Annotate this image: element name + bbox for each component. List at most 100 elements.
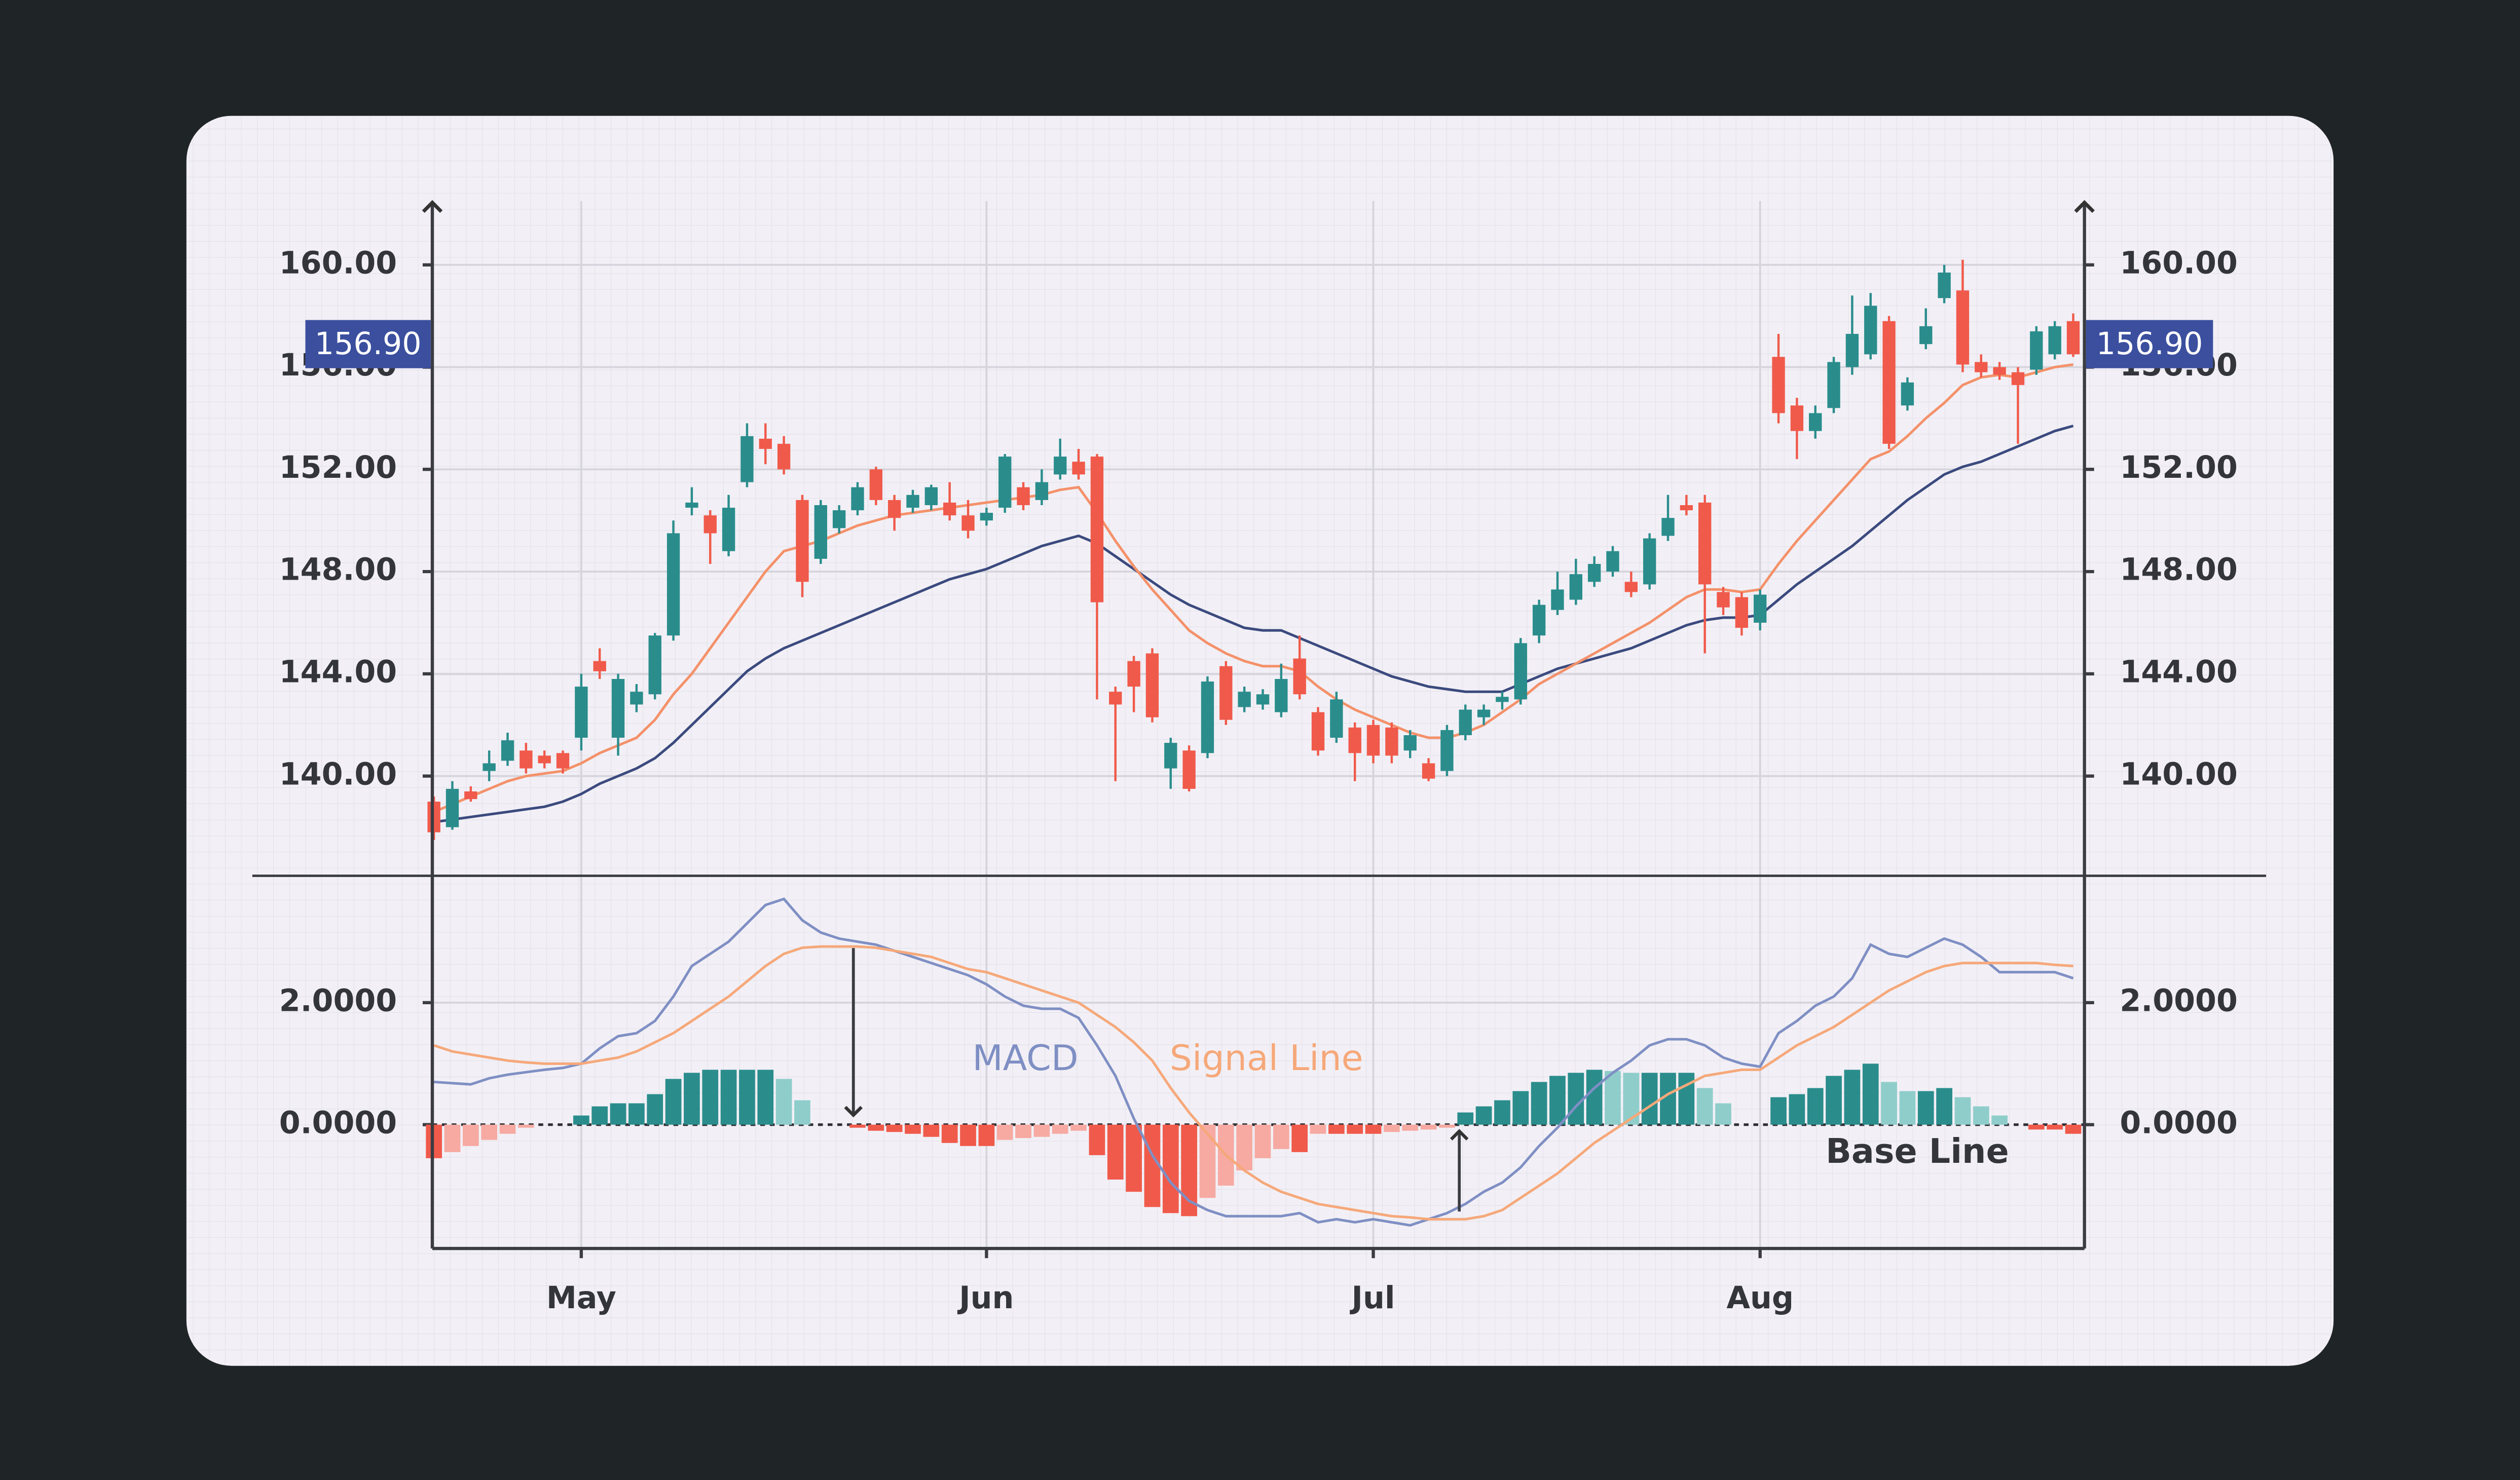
histogram-bar [868,1124,884,1131]
candle-body [1496,697,1509,702]
y-tick-label: 140.00 [279,756,397,792]
candle-body [1459,709,1472,735]
candle-body [464,791,477,800]
histogram-bar [1384,1124,1400,1132]
histogram-bar [1439,1124,1455,1128]
candle-body [1919,326,1933,345]
histogram-bar [1678,1073,1695,1125]
histogram-bar [1015,1124,1031,1139]
candle-body [1072,462,1085,475]
candle-body [520,750,533,769]
histogram-bar [1826,1076,1842,1125]
histogram-bar [886,1124,903,1132]
histogram-bar [1531,1082,1547,1125]
candle-body [1606,551,1619,572]
histogram-bar [1402,1124,1419,1131]
histogram-bar [720,1070,737,1125]
y-tick-label: 2.0000 [2120,983,2237,1018]
histogram-bar [1457,1112,1474,1125]
candle-body [1864,306,1877,355]
candle-body [1311,712,1325,751]
candle-body [666,533,680,636]
histogram-bar [1199,1124,1216,1198]
candle-body [1845,333,1859,367]
candle-body [869,469,883,500]
candle-body [1587,563,1601,582]
histogram-bar [1144,1124,1161,1207]
candle-body [1164,743,1177,769]
histogram-bar [1954,1097,1971,1125]
y-tick-label: 0.0000 [279,1105,397,1141]
histogram-bar [1586,1070,1603,1125]
histogram-bar [1089,1124,1105,1155]
candle-body [1532,604,1546,636]
candle-body [1661,518,1675,536]
histogram-bar [1696,1088,1713,1125]
x-tick-label: Jul [1350,1280,1395,1316]
histogram-bar [1494,1100,1510,1125]
candle-body [1422,763,1435,779]
histogram-bar [517,1124,534,1128]
histogram-bar [1254,1124,1271,1158]
histogram-bar [2065,1124,2082,1134]
histogram-bar [941,1124,958,1143]
candle-body [1440,730,1454,771]
candle-body [1809,413,1822,431]
candle-body [2066,321,2080,355]
histogram-bar [1052,1124,1068,1134]
histogram-bar [1328,1124,1345,1134]
candle-body [1514,643,1527,700]
histogram-bar [610,1103,626,1125]
candle-body [1938,272,1951,298]
histogram-bar [978,1124,995,1146]
histogram-bar [499,1124,516,1134]
candle-body [1735,597,1749,628]
baseline-label: Base Line [1826,1131,2009,1171]
histogram-bar [573,1115,589,1125]
candle-body [2030,331,2043,370]
y-tick-label: 144.00 [2120,655,2237,690]
histogram-bar [1512,1091,1529,1125]
candle-body [2048,326,2061,355]
histogram-bar [1917,1091,1934,1125]
histogram-bar [739,1070,755,1125]
candle-body [593,661,606,671]
candle-body [924,487,938,505]
histogram-bar [702,1070,719,1125]
candle-body [1109,692,1122,705]
histogram-bar [1899,1091,1916,1125]
y-tick-label: 152.00 [279,450,397,485]
moving-average [433,425,2074,824]
candle-body [1477,709,1491,717]
histogram-bar [1236,1124,1253,1170]
candle-body [1680,505,1693,511]
histogram-bar [1770,1097,1787,1125]
macd-line [433,897,2074,1227]
histogram-bar [794,1100,810,1125]
candle-body [1698,502,1712,585]
candle-body [796,500,809,582]
candle-body [538,755,551,764]
histogram-bar [1070,1124,1087,1131]
histogram-bar [2047,1124,2063,1130]
histogram-bar [1973,1106,1989,1125]
y-tick-label: 140.00 [2120,756,2237,792]
candle-body [1330,699,1343,738]
candle-body [1643,538,1656,585]
candle-body [703,515,717,534]
signal-label: Signal Line [1170,1038,1363,1079]
histogram-bar [1347,1124,1363,1134]
candle-body [1017,487,1030,505]
histogram-bar [1107,1124,1124,1180]
histogram-bar [647,1094,663,1125]
candle-body [1182,750,1196,789]
candle-body [1956,290,1970,365]
histogram-bar [481,1124,498,1140]
histogram-bar [1310,1124,1326,1134]
candle-body [1256,694,1270,705]
macd-label: MACD [972,1038,1078,1079]
candle-body [1238,692,1251,707]
candle-body [1624,582,1638,592]
histogram-bar [665,1079,682,1125]
